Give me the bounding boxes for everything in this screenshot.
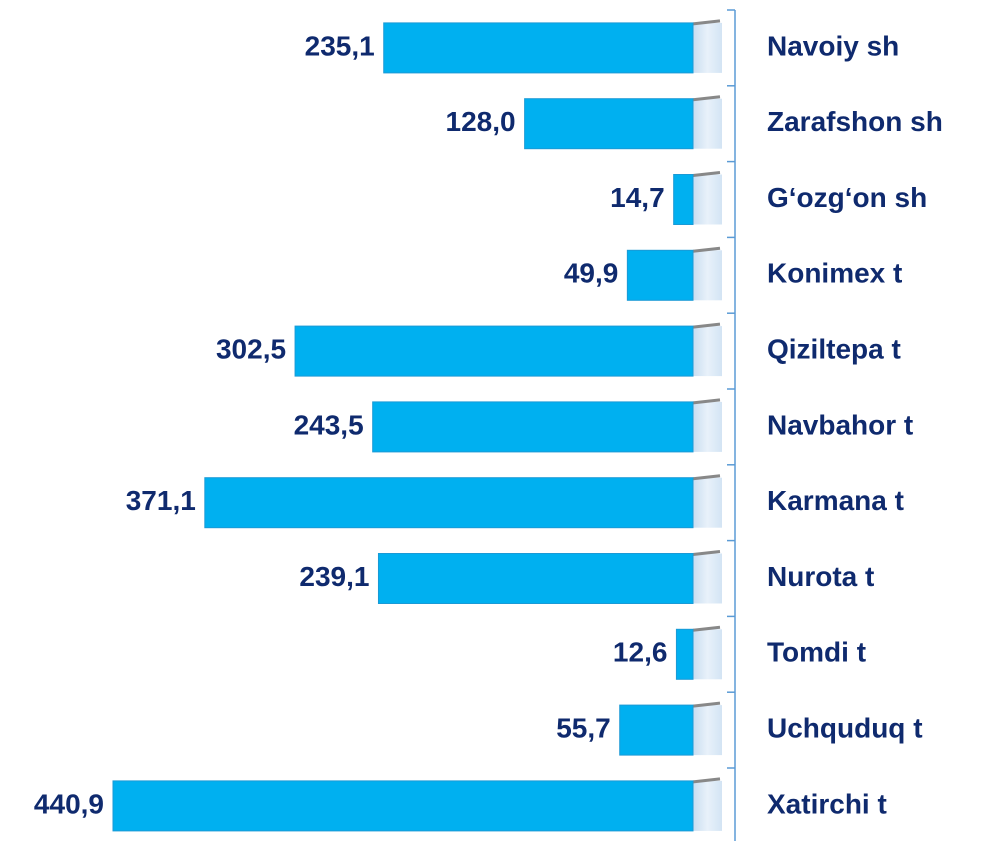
bar-depth-top (692, 550, 721, 556)
value-label: 302,5 (216, 333, 286, 364)
bar (626, 249, 694, 301)
bar-depth-top (692, 246, 721, 253)
bar-depth (693, 250, 722, 301)
category-label: G‘ozg‘on sh (767, 182, 927, 213)
category-label: Nurota t (767, 561, 874, 592)
bar-depth-top (692, 322, 721, 329)
bar (619, 704, 694, 756)
value-label: 49,9 (564, 258, 619, 289)
category-label: Xatirchi t (767, 788, 887, 819)
bar-depth (693, 174, 722, 225)
category-label: Karmana t (767, 485, 904, 516)
category-label: Navoiy sh (767, 30, 899, 61)
bar (112, 780, 694, 832)
bar-depth (693, 780, 722, 831)
category-label: Zarafshon sh (767, 106, 943, 137)
bar-depth (693, 326, 722, 377)
bar-depth (693, 629, 722, 680)
value-label: 55,7 (556, 712, 611, 743)
bar (294, 325, 694, 377)
bar-depth (693, 98, 722, 149)
bar-depth (693, 553, 722, 604)
category-label: Konimex t (767, 258, 902, 289)
bar (204, 477, 694, 529)
bar (673, 174, 694, 225)
bar (675, 628, 694, 680)
bar-depth-top (692, 777, 721, 784)
bar-depth-top (692, 19, 721, 26)
value-label: 243,5 (294, 409, 364, 440)
category-label: Qiziltepa t (767, 333, 901, 364)
value-label: 440,9 (34, 788, 104, 819)
bar-depth (693, 22, 722, 73)
bar (372, 401, 694, 453)
category-label: Tomdi t (767, 637, 866, 668)
bar (524, 98, 694, 150)
value-label: 239,1 (299, 561, 369, 592)
bar-depth-top (692, 474, 721, 481)
bar-depth (693, 477, 722, 528)
value-label: 14,7 (610, 182, 665, 213)
bar (383, 22, 694, 74)
bar (377, 553, 694, 604)
value-label: 371,1 (126, 485, 196, 516)
bar-depth-top (692, 625, 721, 632)
bar-depth (693, 705, 722, 756)
bar-depth-top (692, 398, 721, 405)
bar-depth (693, 401, 722, 452)
category-label: Navbahor t (767, 409, 913, 440)
category-label: Uchquduq t (767, 712, 923, 743)
bar-depth-top (692, 95, 721, 102)
bar-depth-top (692, 171, 721, 177)
bar-depth-top (692, 701, 721, 708)
value-label: 128,0 (446, 106, 516, 137)
value-label: 12,6 (613, 637, 668, 668)
value-label: 235,1 (305, 30, 375, 61)
